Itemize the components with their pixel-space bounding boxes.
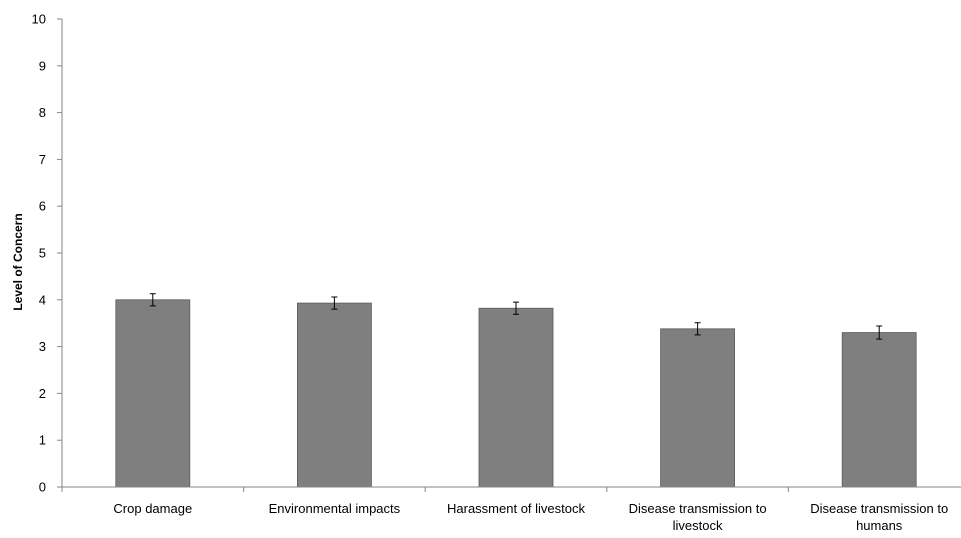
error-bar	[694, 322, 701, 336]
x-category-label: Crop damage	[113, 501, 192, 516]
error-bar	[876, 325, 883, 340]
bar	[115, 299, 191, 488]
error-bar	[331, 296, 338, 310]
y-tick-label: 8	[39, 105, 46, 120]
y-tick-label: 2	[39, 386, 46, 401]
y-tick-label: 4	[39, 292, 46, 307]
x-category-label: humans	[856, 518, 903, 533]
x-category-label: Environmental impacts	[269, 501, 401, 516]
error-bar	[149, 293, 156, 307]
error-bar	[513, 301, 519, 315]
y-axis-title: Level of Concern	[11, 213, 25, 310]
y-tick-label: 3	[39, 339, 46, 354]
y-tick-label: 6	[39, 199, 46, 214]
y-tick-label: 5	[39, 246, 46, 261]
bar	[296, 302, 372, 488]
x-category-label: Disease transmission to	[629, 501, 767, 516]
bar	[478, 307, 554, 488]
labels-layer: 0 1 2 3 4 5 6 7 8 9 10 Crop damage Environmental imp…	[32, 12, 949, 534]
x-category-label: Harassment of livestock	[447, 501, 585, 516]
bars-layer	[115, 299, 917, 488]
y-tick-label: 1	[39, 433, 46, 448]
y-tick-label: 7	[39, 152, 46, 167]
y-tick-label: 10	[32, 12, 46, 27]
x-category-label: Disease transmission to	[810, 501, 948, 516]
y-tick-label: 9	[39, 58, 46, 73]
error-bars-layer	[149, 293, 883, 340]
bar	[660, 328, 735, 488]
axes-layer	[57, 18, 961, 492]
x-category-label: livestock	[673, 518, 723, 533]
bar	[841, 332, 917, 488]
y-tick-label: 0	[39, 480, 46, 495]
